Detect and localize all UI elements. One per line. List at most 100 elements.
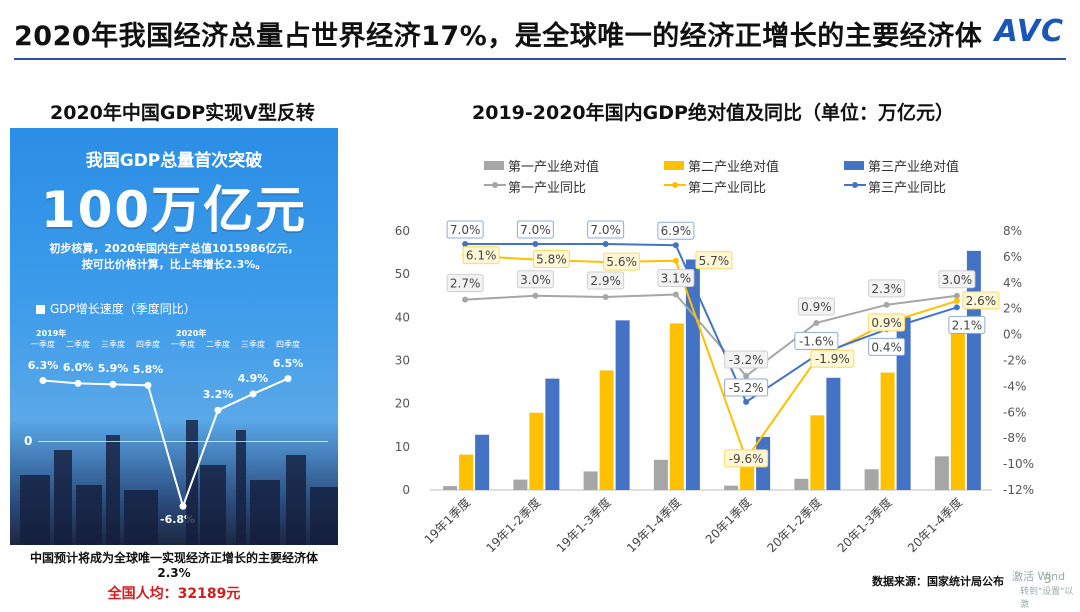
poster-quarter-label: 三季度 bbox=[101, 340, 125, 349]
data-label-tertiary: 7.0% bbox=[520, 223, 551, 237]
avc-logo: AVC bbox=[994, 14, 1064, 49]
point-tertiary-yoy bbox=[743, 398, 750, 405]
data-label-box-primary bbox=[938, 270, 976, 289]
legend-dot-tertiary bbox=[852, 182, 858, 188]
y-right-tick-label: -2% bbox=[1003, 354, 1026, 368]
data-label-primary: -3.2% bbox=[729, 353, 764, 367]
bar-primary bbox=[513, 479, 528, 490]
point-tertiary-yoy bbox=[532, 240, 539, 247]
bar-secondary bbox=[740, 458, 755, 490]
point-tertiary-yoy bbox=[953, 304, 960, 311]
point-secondary-yoy bbox=[813, 356, 820, 363]
point-tertiary-yoy bbox=[462, 240, 469, 247]
data-label-box-secondary bbox=[868, 313, 906, 332]
poster-quarter-label: 一季度 bbox=[31, 340, 55, 349]
point-secondary-yoy bbox=[743, 455, 750, 462]
data-label-tertiary: -1.6% bbox=[799, 334, 834, 348]
point-primary-yoy bbox=[462, 296, 469, 303]
point-primary-yoy bbox=[813, 319, 820, 326]
left-panel-title: 2020年中国GDP实现V型反转 bbox=[50, 102, 315, 124]
poster-growth-point bbox=[39, 377, 47, 385]
data-label-box-tertiary bbox=[794, 331, 839, 350]
bar-tertiary bbox=[615, 320, 630, 490]
legend-label-secondary-yoy: 第二产业同比 bbox=[688, 181, 767, 196]
bar-primary bbox=[724, 485, 739, 490]
data-label-box-tertiary bbox=[868, 337, 906, 356]
data-label-box-primary bbox=[797, 297, 835, 316]
bar-primary bbox=[583, 471, 598, 490]
legend-label-primary-yoy: 第一产业同比 bbox=[508, 181, 587, 196]
data-label-tertiary: 7.0% bbox=[450, 223, 481, 237]
windows-activation-watermark: 激活 Wind bbox=[1012, 570, 1066, 583]
poster-legend: GDP增长速度（季度同比） bbox=[36, 300, 196, 317]
skyline-building bbox=[106, 435, 120, 545]
poster-zero-label: 0 bbox=[24, 434, 33, 448]
point-primary-yoy bbox=[953, 292, 960, 299]
data-label-secondary: 2.6% bbox=[966, 294, 997, 308]
point-primary-yoy bbox=[672, 291, 679, 298]
y-left-tick-label: 0 bbox=[402, 483, 410, 497]
data-label-tertiary: 6.9% bbox=[661, 224, 692, 238]
poster-desc-1: 初步核算，2020年国内生产总值1015986亿元， bbox=[49, 242, 299, 255]
data-label-primary: 3.0% bbox=[520, 273, 551, 287]
poster-big-number: 100万亿元 bbox=[40, 181, 308, 239]
data-label-secondary: 5.8% bbox=[536, 252, 567, 266]
bar-secondary bbox=[459, 454, 474, 490]
data-label-secondary: 5.6% bbox=[606, 255, 637, 269]
y-right-tick-label: 0% bbox=[1003, 328, 1022, 342]
poster-growth-label: 5.9% bbox=[97, 362, 129, 376]
poster-growth-label: 6.0% bbox=[62, 361, 94, 375]
title-rule bbox=[14, 58, 1066, 60]
data-source: 数据来源：国家统计局公布 bbox=[872, 575, 1004, 588]
data-label-box-secondary bbox=[695, 251, 733, 270]
data-label-box-primary bbox=[446, 274, 484, 293]
point-secondary-yoy bbox=[672, 257, 679, 264]
data-label-box-secondary bbox=[810, 349, 855, 368]
point-tertiary-yoy bbox=[602, 240, 609, 247]
data-label-box-primary bbox=[587, 271, 625, 290]
left-caption-1: 中国预计将成为全球唯一实现经济正增长的主要经济体 bbox=[29, 551, 318, 565]
data-label-secondary: 0.9% bbox=[871, 316, 902, 330]
poster-growth-line bbox=[39, 375, 292, 510]
bar-primary bbox=[794, 478, 809, 490]
y-right-tick-label: 8% bbox=[1003, 224, 1022, 238]
skyline-building bbox=[200, 465, 226, 545]
bar-tertiary bbox=[966, 250, 981, 490]
poster-growth-point bbox=[249, 390, 257, 398]
poster-legend-label: GDP增长速度（季度同比） bbox=[50, 302, 196, 316]
data-label-primary: 0.9% bbox=[801, 300, 832, 314]
bar-primary bbox=[934, 456, 949, 490]
poster-quarter-label: 一季度 bbox=[171, 340, 195, 349]
skyline-building bbox=[76, 485, 102, 545]
point-tertiary-yoy bbox=[883, 326, 890, 333]
y-right-tick-label: 4% bbox=[1003, 276, 1022, 290]
y-left-tick-label: 20 bbox=[395, 397, 410, 411]
skyline-building bbox=[54, 450, 72, 545]
bar-tertiary bbox=[685, 259, 700, 490]
point-secondary-yoy bbox=[602, 259, 609, 266]
bar-tertiary bbox=[545, 378, 560, 490]
bar-secondary bbox=[599, 370, 614, 490]
y-left-tick-label: 50 bbox=[395, 267, 410, 281]
bar-tertiary bbox=[826, 377, 841, 490]
slide-title: 2020年我国经济总量占世界经济17%，是全球唯一的经济正增长的主要经济体 bbox=[14, 21, 983, 52]
data-label-secondary: 5.7% bbox=[699, 254, 730, 268]
bar-secondary bbox=[529, 412, 544, 490]
legend-label-tertiary-abs: 第三产业绝对值 bbox=[868, 160, 960, 175]
y-right-tick-label: 2% bbox=[1003, 302, 1022, 316]
data-label-tertiary: 0.4% bbox=[871, 340, 902, 354]
bar-primary bbox=[443, 486, 458, 490]
data-label-box-primary bbox=[657, 268, 695, 287]
point-primary-yoy bbox=[883, 301, 890, 308]
poster-growth-point bbox=[214, 406, 222, 414]
point-secondary-yoy bbox=[532, 256, 539, 263]
legend-swatch-bar-primary bbox=[484, 161, 504, 170]
x-category-label: 19年1季度 bbox=[421, 495, 473, 547]
data-label-secondary: -1.9% bbox=[815, 352, 850, 366]
data-label-primary: 3.0% bbox=[942, 273, 973, 287]
poster-quarter-label: 二季度 bbox=[66, 340, 90, 349]
poster-quarter-label: 四季度 bbox=[136, 340, 160, 349]
poster-growth-label: 4.9% bbox=[237, 371, 269, 385]
bar-primary bbox=[864, 469, 879, 490]
data-label-secondary: 6.1% bbox=[466, 249, 497, 263]
